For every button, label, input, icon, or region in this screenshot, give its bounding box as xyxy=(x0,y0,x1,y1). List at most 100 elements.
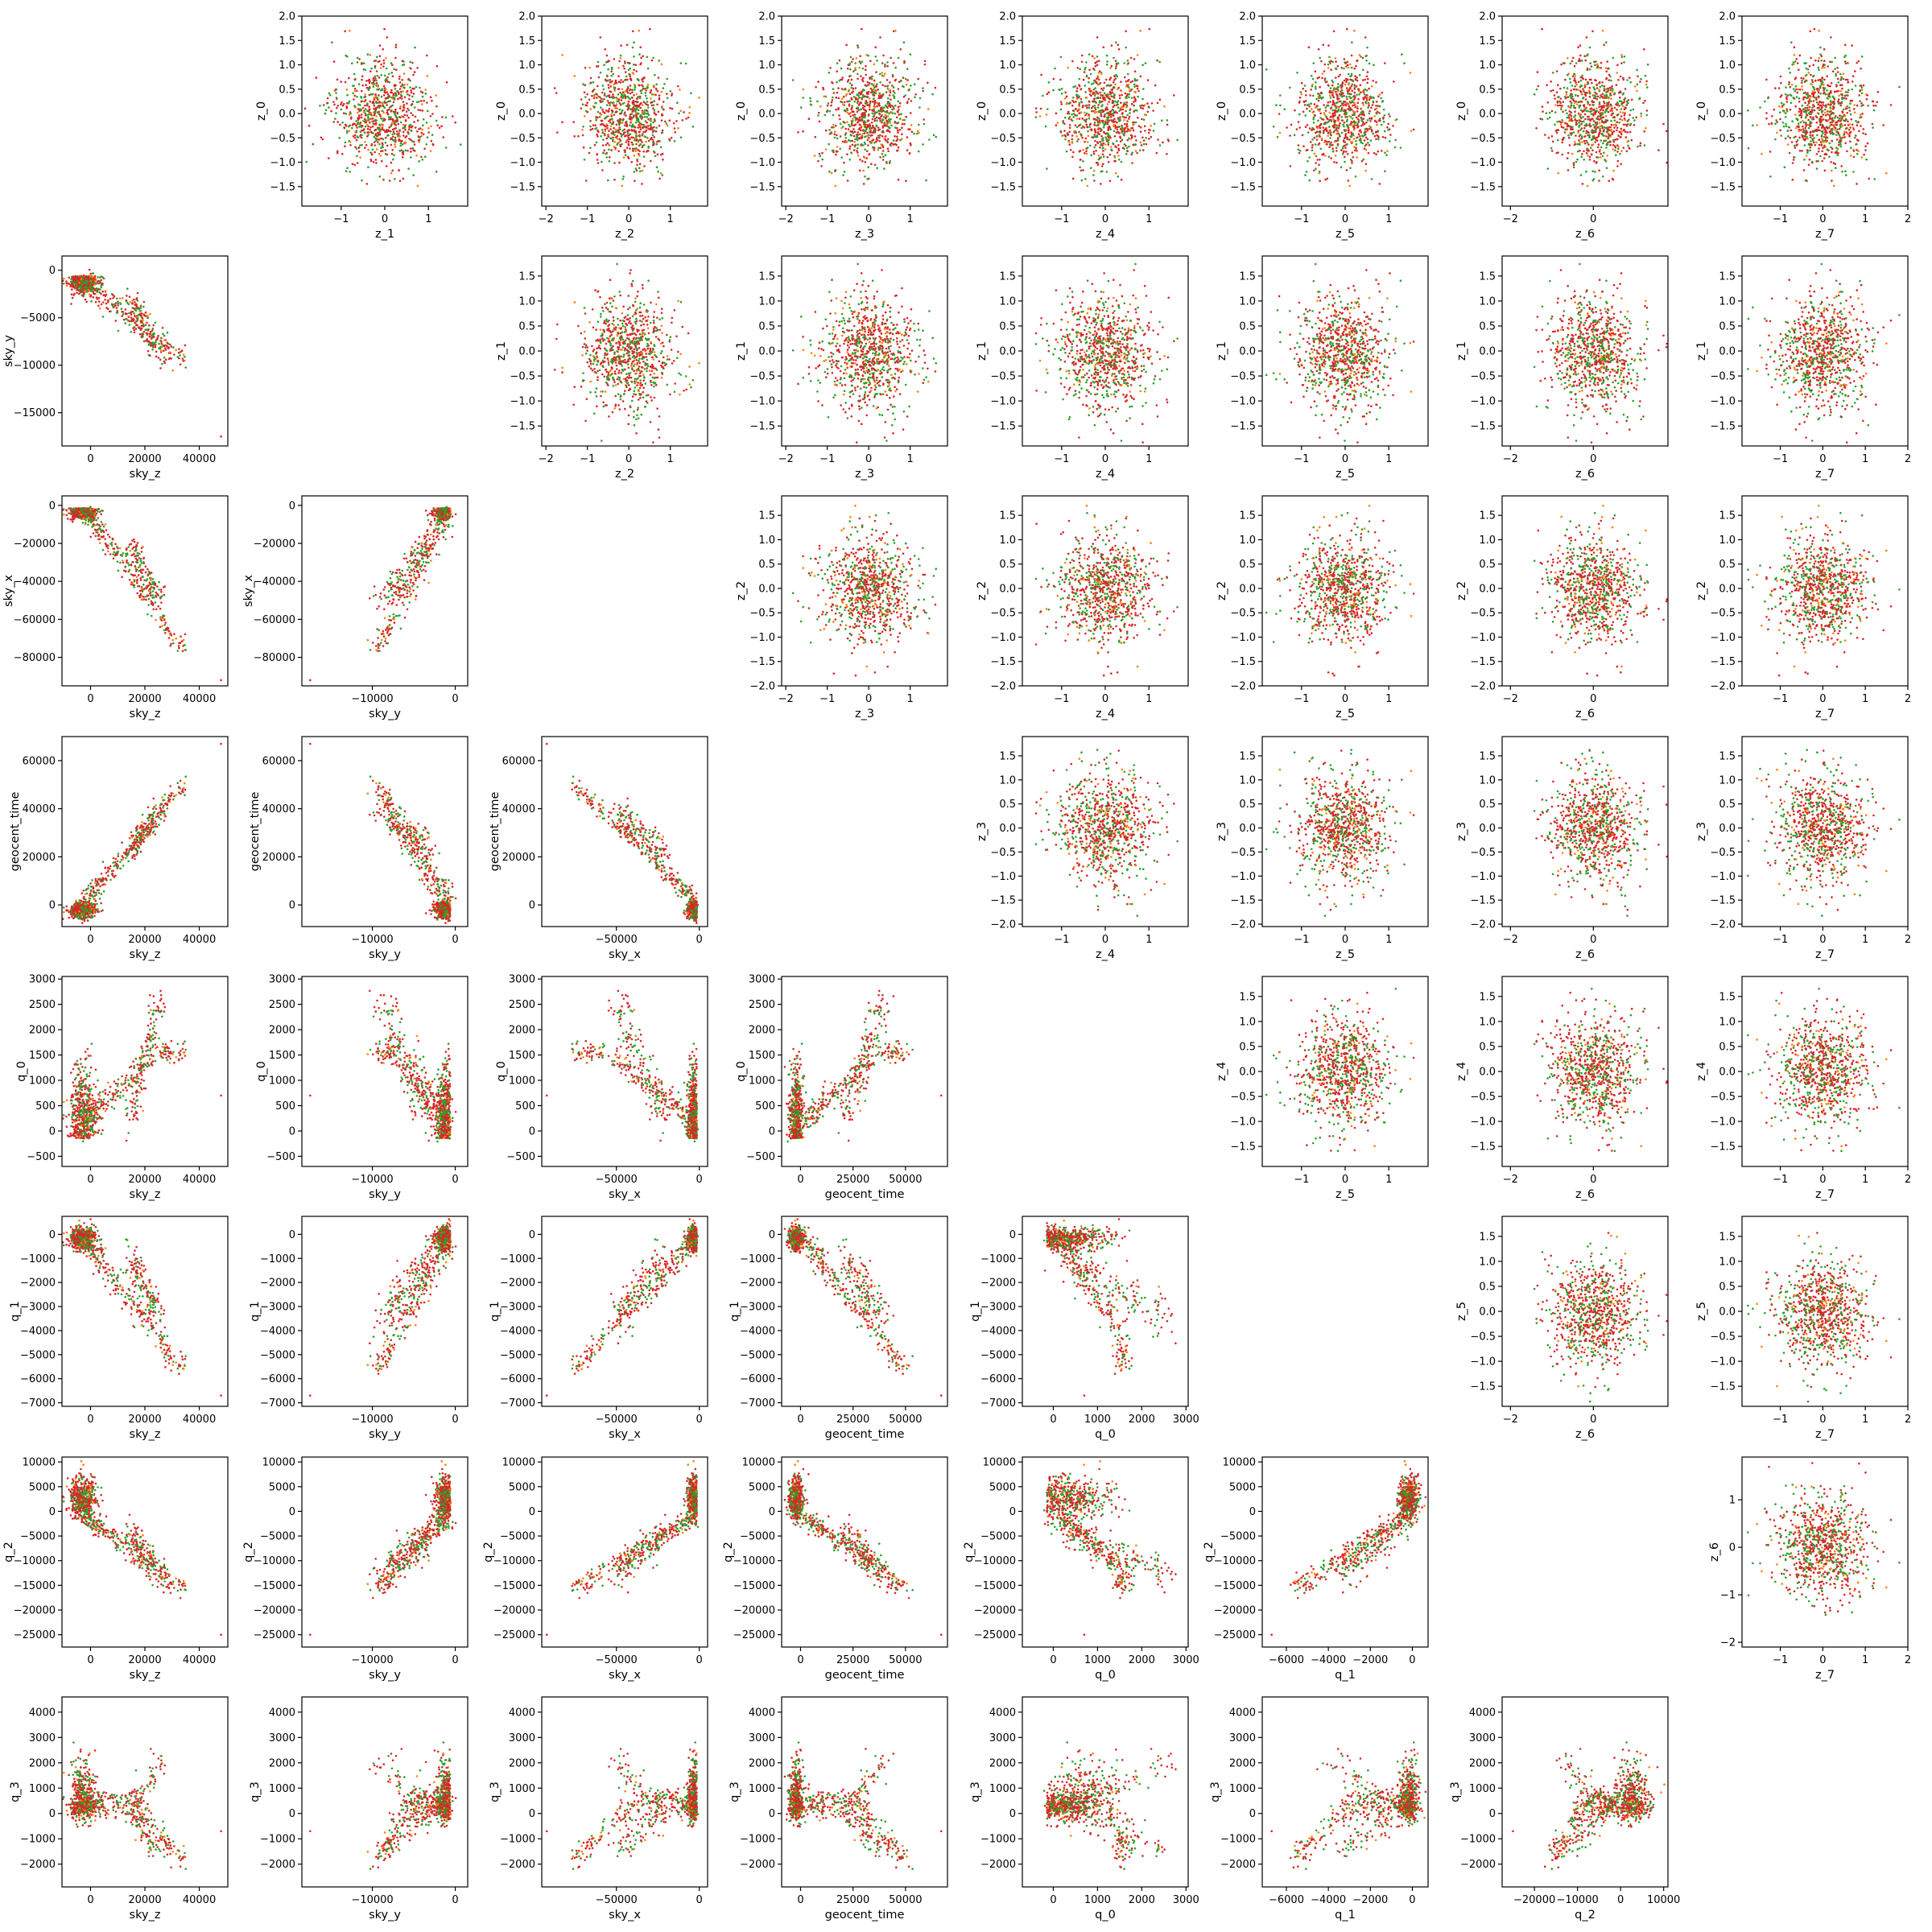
scatter-point xyxy=(607,110,609,113)
scatter-point xyxy=(416,67,419,69)
scatter-point xyxy=(421,129,423,131)
scatter-point xyxy=(641,183,643,185)
y-tick-label: 0.5 xyxy=(279,84,295,96)
scatter-point xyxy=(913,133,915,135)
scatter-point xyxy=(369,87,371,89)
scatter-point xyxy=(883,138,886,140)
scatter-point xyxy=(308,125,311,127)
scatter-point xyxy=(370,144,373,147)
scatter-point xyxy=(873,84,875,86)
scatter-point xyxy=(399,105,402,108)
scatter-point xyxy=(886,65,889,68)
scatter-point xyxy=(593,106,596,109)
scatter-point xyxy=(595,93,597,95)
scatter-point xyxy=(641,93,643,95)
scatter-point xyxy=(638,167,641,169)
scatter-point xyxy=(365,144,368,147)
scatter-point xyxy=(616,124,618,126)
scatter-point xyxy=(426,143,428,146)
scatter-point xyxy=(896,117,898,119)
scatter-point xyxy=(635,114,638,117)
scatter-point xyxy=(380,155,382,157)
scatter-point xyxy=(304,107,307,109)
scatter-point xyxy=(857,147,859,150)
scatter-point xyxy=(836,151,838,153)
scatter-point xyxy=(391,153,394,155)
scatter-point xyxy=(858,104,861,106)
scatter-point xyxy=(808,118,811,121)
scatter-point xyxy=(899,102,902,105)
scatter-point xyxy=(871,89,873,91)
scatter-point xyxy=(609,94,611,97)
scatter-point xyxy=(349,30,351,32)
scatter-point xyxy=(415,116,417,118)
scatter-point xyxy=(666,78,668,80)
scatter-point xyxy=(865,157,868,159)
scatter-point xyxy=(371,82,374,85)
scatter-point xyxy=(600,72,602,74)
scatter-point xyxy=(631,130,634,132)
scatter-point xyxy=(418,135,420,138)
scatter-point xyxy=(898,80,901,83)
scatter-point xyxy=(847,68,849,70)
scatter-point xyxy=(878,137,881,139)
scatter-point xyxy=(618,126,621,129)
scatter-point xyxy=(634,180,636,182)
scatter-point xyxy=(898,106,900,109)
scatter-point xyxy=(622,102,625,105)
scatter-point xyxy=(580,98,583,101)
scatter-point xyxy=(625,76,628,78)
scatter-point xyxy=(367,128,369,130)
scatter-point xyxy=(615,97,617,99)
scatter-point xyxy=(329,94,332,97)
scatter-point xyxy=(852,70,855,72)
scatter-point xyxy=(609,101,612,104)
scatter-point xyxy=(674,131,676,134)
scatter-point xyxy=(596,97,598,99)
scatter-point xyxy=(876,60,878,62)
scatter-point xyxy=(841,88,844,90)
scatter-point xyxy=(666,122,668,125)
scatter-point xyxy=(885,135,887,138)
scatter-point xyxy=(882,55,885,57)
scatter-point xyxy=(899,129,902,131)
scatter-point xyxy=(624,125,626,127)
scatter-point xyxy=(620,57,622,60)
scatter-point xyxy=(677,127,679,130)
scatter-point xyxy=(589,120,592,122)
scatter-point xyxy=(386,76,389,79)
scatter-point xyxy=(841,98,844,101)
scatter-point xyxy=(358,117,361,119)
scatter-point xyxy=(400,94,402,97)
scatter-point xyxy=(379,115,382,118)
scatter-point xyxy=(631,89,634,91)
scatter-point xyxy=(370,112,373,114)
scatter-point xyxy=(889,131,891,134)
y-tick-label: 1.5 xyxy=(518,35,535,47)
scatter-point xyxy=(580,107,583,109)
scatter-point xyxy=(431,134,434,136)
scatter-point xyxy=(839,148,841,151)
scatter-point xyxy=(395,43,398,46)
scatter-point xyxy=(886,61,889,64)
y-tick-label: −0.5 xyxy=(510,133,535,145)
scatter-point xyxy=(374,141,376,143)
scatter-point xyxy=(374,151,376,154)
scatter-point xyxy=(835,125,837,127)
scatter-point xyxy=(399,107,402,109)
scatter-point xyxy=(436,171,438,173)
scatter-point xyxy=(332,101,335,103)
scatter-point xyxy=(621,134,624,136)
scatter-point xyxy=(861,160,864,163)
scatter-point xyxy=(600,36,602,39)
scatter-point xyxy=(605,79,607,81)
scatter-point xyxy=(608,143,610,146)
scatter-point xyxy=(636,93,638,96)
scatter-point xyxy=(878,140,881,142)
scatter-point xyxy=(346,89,349,91)
scatter-point xyxy=(622,65,625,68)
scatter-point xyxy=(411,104,413,106)
scatter-point xyxy=(873,80,876,82)
scatter-point xyxy=(652,85,654,88)
scatter-point xyxy=(658,94,661,97)
